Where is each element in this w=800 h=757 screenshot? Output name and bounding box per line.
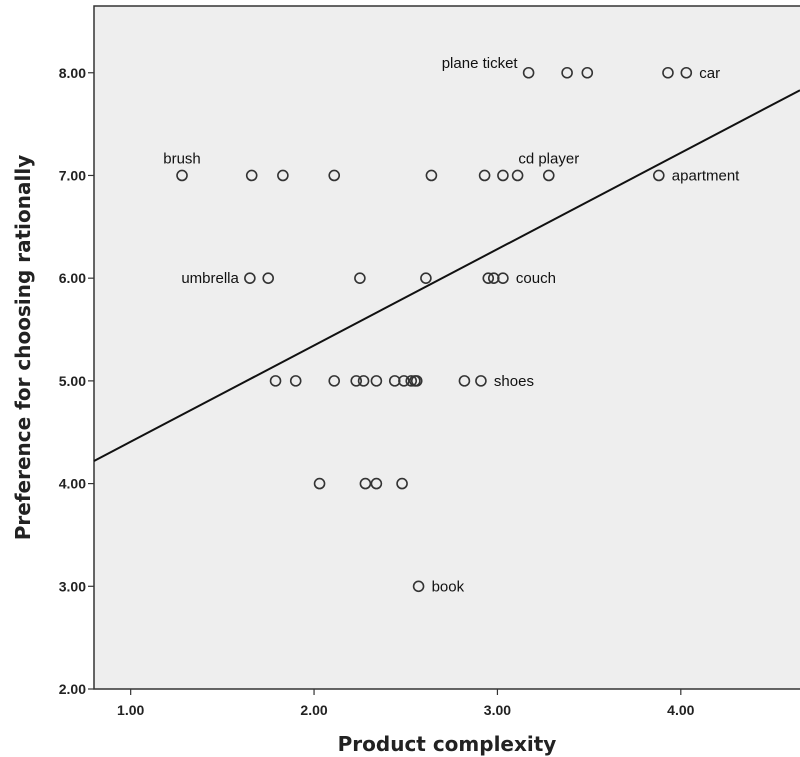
point-label: plane ticket <box>442 55 519 72</box>
data-point <box>277 169 289 182</box>
y-axis-title: Preference for choosing rationally <box>11 155 35 541</box>
data-point <box>405 375 418 387</box>
data-point <box>370 477 383 490</box>
plot-area <box>93 5 800 690</box>
data-point <box>497 272 509 284</box>
data-point <box>652 169 665 182</box>
data-point <box>680 66 693 79</box>
y-tick-label: 2.00 <box>59 681 86 697</box>
point-label: umbrella <box>181 270 239 287</box>
data-point <box>244 272 256 284</box>
x-tick-label: 3.00 <box>484 702 511 718</box>
data-point <box>313 477 326 490</box>
y-tick-label: 5.00 <box>59 373 86 389</box>
data-point <box>269 375 282 387</box>
data-point <box>542 169 555 182</box>
data-point <box>328 375 341 387</box>
data-point <box>398 375 410 387</box>
data-point <box>497 169 509 182</box>
data-point <box>289 375 302 387</box>
point-label: couch <box>516 270 556 287</box>
y-tick-label: 6.00 <box>59 270 86 286</box>
y-tick-label: 4.00 <box>59 476 86 492</box>
data-point <box>357 375 370 387</box>
point-label: shoes <box>494 373 534 390</box>
data-point <box>262 272 275 284</box>
data-points <box>176 66 693 593</box>
point-label: car <box>699 65 720 82</box>
y-tick-label: 3.00 <box>59 578 86 594</box>
data-point <box>561 66 573 79</box>
point-label: brush <box>163 150 201 167</box>
data-point <box>662 66 674 79</box>
data-point <box>475 375 487 387</box>
data-point <box>581 66 594 79</box>
data-point <box>412 580 425 593</box>
data-point <box>420 272 432 284</box>
point-label: book <box>432 578 465 595</box>
data-point <box>425 169 438 182</box>
axis-ticks: 1.00 2.00 3.00 4.00 2.00 3.00 4.00 5.00 6.00 7.00… <box>59 65 695 718</box>
x-tick-label: 2.00 <box>300 702 327 718</box>
data-point <box>458 375 471 387</box>
y-tick-label: 7.00 <box>59 167 86 183</box>
data-point <box>245 169 258 182</box>
y-tick-label: 8.00 <box>59 65 86 81</box>
data-point <box>482 272 495 284</box>
point-label: apartment <box>672 167 740 184</box>
data-point <box>370 375 383 387</box>
data-point <box>410 375 423 387</box>
data-point <box>396 477 408 490</box>
x-tick-label: 4.00 <box>667 702 694 718</box>
data-point <box>176 169 188 182</box>
x-tick-label: 1.00 <box>117 702 144 718</box>
data-point <box>522 66 535 79</box>
data-point <box>354 272 366 284</box>
data-point <box>388 375 401 387</box>
data-point <box>487 272 500 284</box>
data-point <box>328 169 341 182</box>
regression-line <box>93 89 800 462</box>
data-point <box>359 477 372 490</box>
point-label: cd player <box>518 150 579 167</box>
data-point <box>478 169 491 182</box>
data-point <box>511 169 524 182</box>
data-point <box>350 375 363 387</box>
x-axis-title: Product complexity <box>338 732 557 756</box>
point-labels: plane ticket car brush cd player apartment um… <box>163 55 740 596</box>
